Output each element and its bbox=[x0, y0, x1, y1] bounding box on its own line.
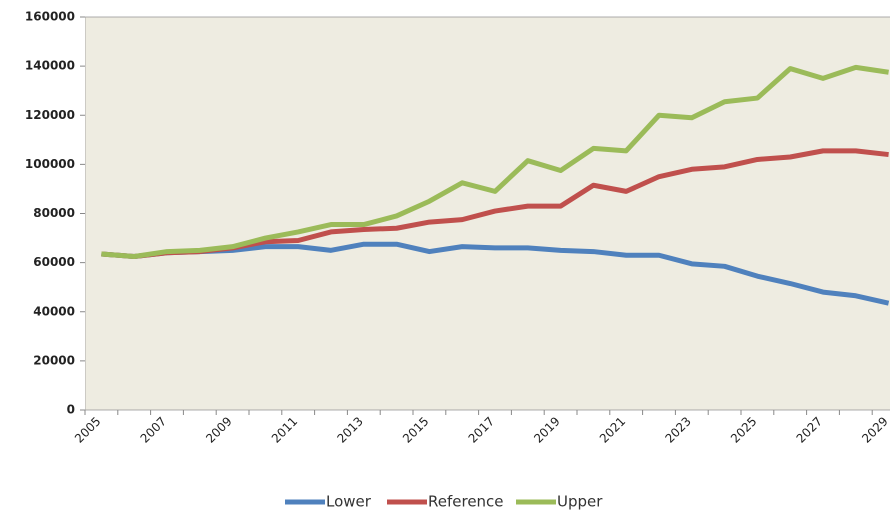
x-tick-label: 2009 bbox=[203, 414, 234, 445]
y-tick-label: 20000 bbox=[33, 353, 75, 367]
y-tick-label: 140000 bbox=[25, 59, 75, 73]
legend-label: Reference bbox=[428, 493, 504, 511]
legend-label: Lower bbox=[326, 493, 372, 511]
legend-label: Upper bbox=[557, 493, 603, 511]
y-tick-label: 40000 bbox=[33, 304, 75, 318]
x-tick-label: 2019 bbox=[531, 414, 562, 445]
series-line bbox=[101, 64, 889, 259]
x-tick-label: 2021 bbox=[597, 414, 628, 445]
lines bbox=[101, 64, 890, 306]
y-tick-label: 0 bbox=[67, 403, 75, 417]
x-tick-label: 2015 bbox=[400, 414, 431, 445]
x-tick-label: 2007 bbox=[138, 414, 169, 445]
x-tick-label: 2017 bbox=[466, 414, 497, 445]
x-tick-label: 2005 bbox=[72, 414, 103, 445]
y-tick-label: 160000 bbox=[25, 10, 75, 24]
y-tick-label: 80000 bbox=[33, 206, 75, 220]
x-tick-label: 2027 bbox=[794, 414, 825, 445]
x-tick-label: 2013 bbox=[334, 414, 365, 445]
y-tick-label: 100000 bbox=[25, 157, 75, 171]
x-tick-label: 2025 bbox=[728, 414, 759, 445]
x-tick-label: 2011 bbox=[269, 414, 300, 445]
x-tick-label: 2023 bbox=[662, 414, 693, 445]
y-tick-label: 120000 bbox=[25, 108, 75, 122]
x-tick-label: 2029 bbox=[859, 414, 890, 445]
y-tick-label: 60000 bbox=[33, 255, 75, 269]
